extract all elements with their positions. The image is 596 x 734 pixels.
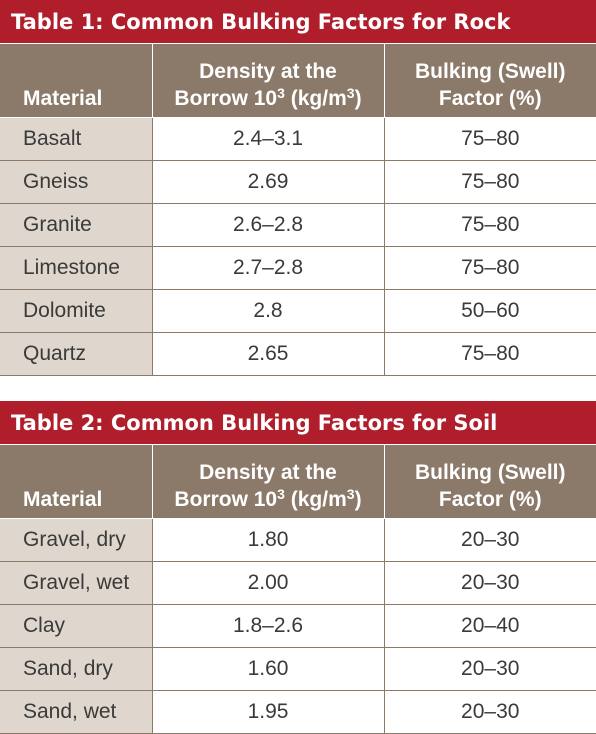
material-column-header: Material: [0, 444, 153, 519]
density-unit-exponent: 3: [346, 486, 355, 502]
table-row: Gravel, wet 2.00 20–30: [0, 561, 596, 605]
bulking-header-line1: Bulking (Swell): [415, 60, 566, 83]
material-cell: Clay: [0, 604, 153, 648]
density-header-close: ): [354, 87, 362, 110]
density-cell: 2.8: [152, 289, 385, 333]
density-cell: 1.80: [152, 518, 385, 562]
material-cell: Gravel, wet: [0, 561, 153, 605]
material-cell: Granite: [0, 203, 153, 247]
density-exponent: 3: [277, 486, 285, 502]
density-cell: 2.6–2.8: [152, 203, 385, 247]
density-cell: 1.8–2.6: [152, 604, 385, 648]
density-cell: 2.69: [152, 160, 385, 204]
density-cell: 1.60: [152, 647, 385, 691]
bulking-cell: 75–80: [384, 332, 596, 376]
bulking-column-header: Bulking (Swell) Factor (%): [384, 43, 596, 118]
bulking-cell: 20–40: [384, 604, 596, 648]
table-title: Table 1: Common Bulking Factors for Rock: [0, 0, 596, 44]
density-header-unit: (kg/m: [284, 488, 347, 511]
material-cell: Sand, wet: [0, 690, 153, 734]
header-row: Material Density at the Borrow 103 (kg/m3…: [0, 444, 596, 519]
material-cell: Sand, dry: [0, 647, 153, 691]
density-column-header: Density at the Borrow 103 (kg/m3): [152, 43, 385, 118]
bulking-cell: 20–30: [384, 518, 596, 562]
bulking-column-header: Bulking (Swell) Factor (%): [384, 444, 596, 519]
density-cell: 2.65: [152, 332, 385, 376]
table-row: Dolomite 2.8 50–60: [0, 289, 596, 333]
density-header-close: ): [354, 488, 362, 511]
bulking-cell: 75–80: [384, 203, 596, 247]
table-row: Gravel, dry 1.80 20–30: [0, 518, 596, 562]
table-title: Table 2: Common Bulking Factors for Soil: [0, 401, 596, 445]
bulking-cell: 75–80: [384, 246, 596, 290]
table-row: Sand, dry 1.60 20–30: [0, 647, 596, 691]
table-row: Sand, wet 1.95 20–30: [0, 690, 596, 734]
material-cell: Gravel, dry: [0, 518, 153, 562]
density-header-borrow: Borrow 10: [174, 87, 278, 110]
material-cell: Basalt: [0, 117, 153, 161]
bulking-cell: 20–30: [384, 647, 596, 691]
material-header-label: Material: [23, 488, 103, 511]
density-header-line1: Density at the: [199, 60, 337, 83]
table-row: Clay 1.8–2.6 20–40: [0, 604, 596, 648]
material-cell: Gneiss: [0, 160, 153, 204]
table-row: Quartz 2.65 75–80: [0, 332, 596, 376]
bulking-cell: 75–80: [384, 117, 596, 161]
table-row: Gneiss 2.69 75–80: [0, 160, 596, 204]
table-row: Limestone 2.7–2.8 75–80: [0, 246, 596, 290]
header-row: Material Density at the Borrow 103 (kg/m3…: [0, 43, 596, 118]
density-unit-exponent: 3: [346, 85, 355, 101]
density-header-borrow: Borrow 10: [174, 488, 278, 511]
density-exponent: 3: [277, 85, 285, 101]
density-cell: 2.7–2.8: [152, 246, 385, 290]
material-cell: Dolomite: [0, 289, 153, 333]
material-cell: Limestone: [0, 246, 153, 290]
density-cell: 2.4–3.1: [152, 117, 385, 161]
bulking-header-line2: Factor (%): [438, 87, 542, 110]
material-header-label: Material: [23, 87, 103, 110]
density-header-unit: (kg/m: [284, 87, 347, 110]
bulking-header-line1: Bulking (Swell): [414, 461, 566, 484]
table-row: Granite 2.6–2.8 75–80: [0, 203, 596, 247]
bulking-cell: 20–30: [384, 561, 596, 605]
material-column-header: Material: [0, 43, 153, 118]
bulking-header-line2: Factor (%): [438, 488, 542, 511]
table-row: Basalt 2.4–3.1 75–80: [0, 117, 596, 161]
material-cell: Quartz: [0, 332, 153, 376]
density-cell: 1.95: [152, 690, 385, 734]
bulking-cell: 20–30: [384, 690, 596, 734]
density-header-line1: Density at the: [199, 461, 337, 484]
bulking-cell: 50–60: [384, 289, 596, 333]
soil-bulking-table: Table 2: Common Bulking Factors for Soil…: [0, 401, 596, 734]
rock-bulking-table: Table 1: Common Bulking Factors for Rock…: [0, 0, 596, 376]
bulking-cell: 75–80: [384, 160, 596, 204]
density-cell: 2.00: [152, 561, 385, 605]
density-column-header: Density at the Borrow 103 (kg/m3): [152, 444, 385, 519]
